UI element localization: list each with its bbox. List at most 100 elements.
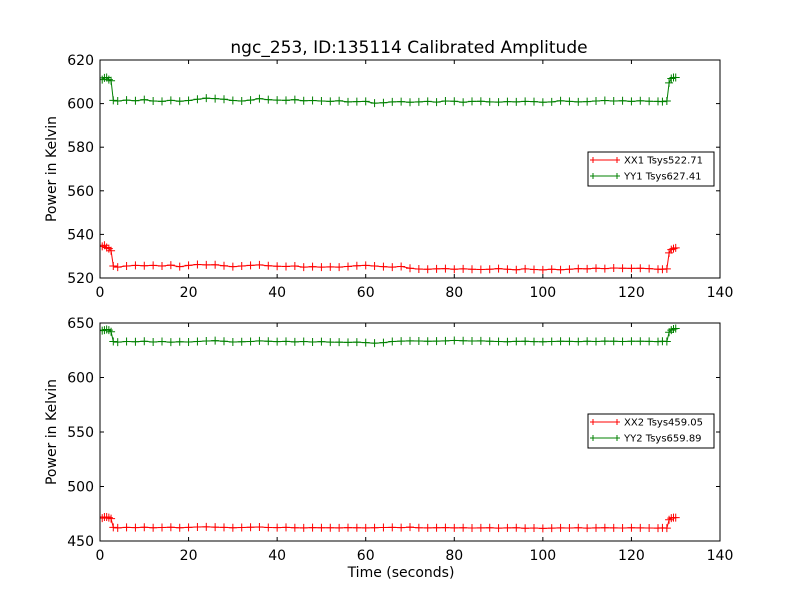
data-point — [175, 97, 184, 106]
data-point — [282, 523, 290, 532]
x-tick-label: 40 — [268, 548, 286, 564]
data-point — [565, 265, 574, 274]
data-point — [113, 263, 122, 272]
y-tick-label: 650 — [67, 316, 94, 332]
data-point — [264, 261, 273, 270]
data-point — [290, 95, 299, 104]
data-point — [122, 523, 131, 532]
data-point — [379, 98, 388, 107]
data-point — [335, 523, 344, 532]
data-point — [397, 337, 406, 346]
data-point — [538, 265, 547, 274]
data-point — [290, 337, 299, 346]
data-point — [645, 524, 654, 533]
data-point — [512, 523, 521, 532]
data-point — [388, 263, 397, 272]
data-point — [317, 523, 326, 532]
data-point — [299, 523, 308, 532]
legend-marker — [614, 173, 620, 179]
data-point — [211, 94, 220, 103]
data-point — [538, 524, 547, 533]
data-point — [468, 97, 476, 106]
data-point — [344, 97, 352, 106]
data-point — [255, 260, 264, 269]
data-point — [166, 338, 175, 347]
data-point — [662, 337, 671, 346]
data-point — [432, 264, 441, 273]
data-point — [423, 97, 432, 106]
data-point — [441, 336, 450, 345]
data-point — [583, 97, 592, 106]
data-point — [122, 337, 131, 346]
data-point — [556, 96, 565, 105]
data-point — [476, 336, 485, 345]
data-point — [609, 96, 618, 105]
data-point — [503, 337, 512, 346]
data-point — [149, 337, 158, 346]
x-tick-label: 40 — [268, 285, 286, 301]
data-point — [538, 98, 547, 107]
data-point — [547, 524, 556, 533]
data-point — [450, 97, 459, 106]
data-point — [468, 336, 476, 345]
data-point — [255, 94, 264, 103]
x-tick-label: 20 — [180, 285, 198, 301]
data-point — [645, 337, 654, 346]
data-point — [184, 261, 193, 270]
data-point — [184, 337, 193, 346]
data-point — [556, 265, 565, 274]
data-point — [220, 95, 228, 104]
data-point — [476, 97, 485, 106]
y-tick-label: 620 — [67, 53, 94, 69]
data-point — [512, 265, 521, 274]
data-point — [166, 523, 175, 532]
data-point — [131, 96, 140, 105]
data-point — [530, 97, 538, 106]
legend-marker — [590, 157, 596, 163]
data-point — [565, 97, 574, 106]
data-point — [658, 97, 667, 106]
data-point — [547, 97, 556, 106]
legend-box — [587, 413, 715, 449]
data-point — [627, 97, 636, 106]
data-point — [547, 265, 556, 274]
data-point — [107, 327, 116, 336]
data-point — [574, 264, 583, 273]
data-point — [140, 337, 149, 346]
data-point — [109, 96, 118, 105]
x-tick-label: 140 — [707, 285, 734, 301]
legend-label: XX1 Tsys522.71 — [624, 156, 703, 167]
data-point — [441, 96, 450, 105]
data-point — [397, 97, 406, 106]
legend-marker — [614, 419, 620, 425]
data-point — [246, 337, 255, 346]
data-point — [397, 523, 406, 532]
data-point — [228, 523, 237, 532]
data-point — [485, 337, 494, 346]
axes-frame — [99, 59, 721, 279]
data-point — [583, 337, 592, 346]
x-tick-label: 0 — [96, 548, 105, 564]
data-point — [109, 262, 118, 271]
data-point — [211, 260, 220, 269]
data-point — [211, 336, 220, 345]
data-point — [308, 337, 317, 346]
data-point — [158, 523, 166, 532]
legend-marker — [590, 435, 596, 441]
data-point — [476, 265, 485, 274]
x-tick-label: 0 — [96, 285, 105, 301]
data-point — [107, 246, 116, 255]
data-point — [317, 263, 326, 272]
data-point — [662, 524, 671, 533]
data-point — [237, 337, 246, 346]
data-point — [326, 97, 335, 106]
data-point — [113, 338, 122, 347]
data-point — [122, 262, 131, 271]
data-point — [600, 96, 609, 105]
data-point — [441, 523, 450, 532]
data-point — [113, 523, 122, 532]
data-point — [299, 337, 308, 346]
data-point — [565, 524, 574, 533]
x-tick-label: 80 — [445, 285, 463, 301]
